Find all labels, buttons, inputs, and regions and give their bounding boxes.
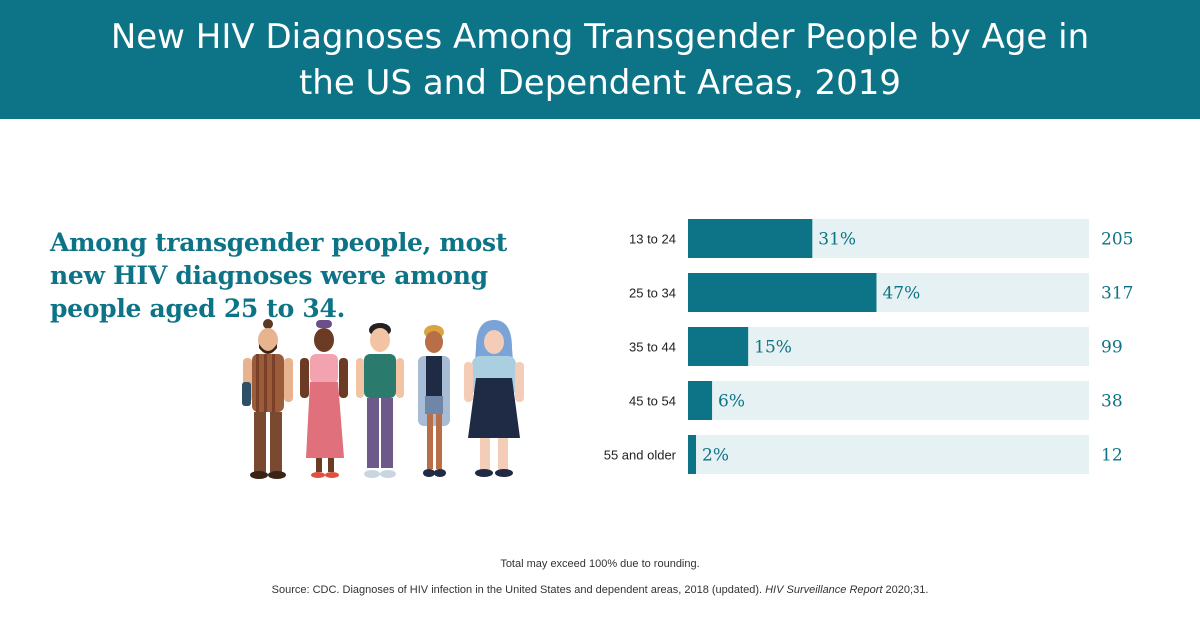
count-label: 205 bbox=[1101, 230, 1133, 250]
percent-label: 15% bbox=[754, 338, 792, 358]
bar bbox=[688, 273, 877, 312]
bar bbox=[688, 435, 697, 474]
bar bbox=[688, 381, 713, 420]
person-illustration-2 bbox=[300, 320, 348, 478]
header-banner: New HIV Diagnoses Among Transgender Peop… bbox=[0, 0, 1200, 119]
rounding-note: Total may exceed 100% due to rounding. bbox=[500, 558, 700, 570]
category-label: 45 to 54 bbox=[629, 394, 676, 409]
count-label: 38 bbox=[1101, 392, 1123, 412]
count-label: 12 bbox=[1101, 446, 1123, 466]
percent-label: 6% bbox=[718, 392, 745, 412]
bar-track bbox=[688, 327, 1089, 366]
person-illustration-5 bbox=[464, 320, 524, 477]
source-journal: HIV Surveillance Report bbox=[765, 584, 883, 596]
category-label: 13 to 24 bbox=[629, 232, 676, 247]
bar-track bbox=[688, 381, 1089, 420]
people-illustration bbox=[242, 319, 524, 479]
bar bbox=[688, 219, 813, 258]
bar-track bbox=[688, 435, 1089, 474]
percent-label: 2% bbox=[702, 446, 729, 466]
source-text: Source: CDC. Diagnoses of HIV infection … bbox=[271, 584, 766, 596]
person-illustration-4 bbox=[418, 325, 450, 477]
category-label: 35 to 44 bbox=[629, 340, 676, 355]
bar bbox=[688, 327, 749, 366]
count-label: 99 bbox=[1101, 338, 1123, 358]
headline-text: Among transgender people, most new HIV d… bbox=[50, 228, 507, 323]
person-illustration-1 bbox=[242, 319, 293, 479]
count-label: 317 bbox=[1101, 284, 1133, 304]
bar-chart: 13 to 24 31% 205 25 to 34 47% 317 35 to 44 15% 9… bbox=[604, 219, 1133, 474]
category-label: 25 to 34 bbox=[629, 286, 676, 301]
page-title: New HIV Diagnoses Among Transgender Peop… bbox=[110, 16, 1090, 103]
percent-label: 31% bbox=[818, 230, 856, 250]
percent-label: 47% bbox=[882, 284, 920, 304]
person-illustration-3 bbox=[356, 323, 404, 478]
source-year: 2020;31. bbox=[882, 584, 929, 596]
source-note: Source: CDC. Diagnoses of HIV infection … bbox=[0, 584, 1200, 596]
category-label: 55 and older bbox=[604, 448, 677, 463]
